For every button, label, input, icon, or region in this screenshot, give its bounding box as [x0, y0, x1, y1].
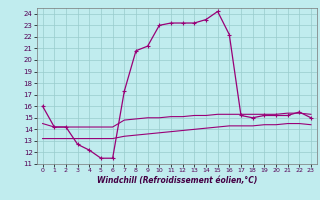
X-axis label: Windchill (Refroidissement éolien,°C): Windchill (Refroidissement éolien,°C): [97, 176, 257, 185]
